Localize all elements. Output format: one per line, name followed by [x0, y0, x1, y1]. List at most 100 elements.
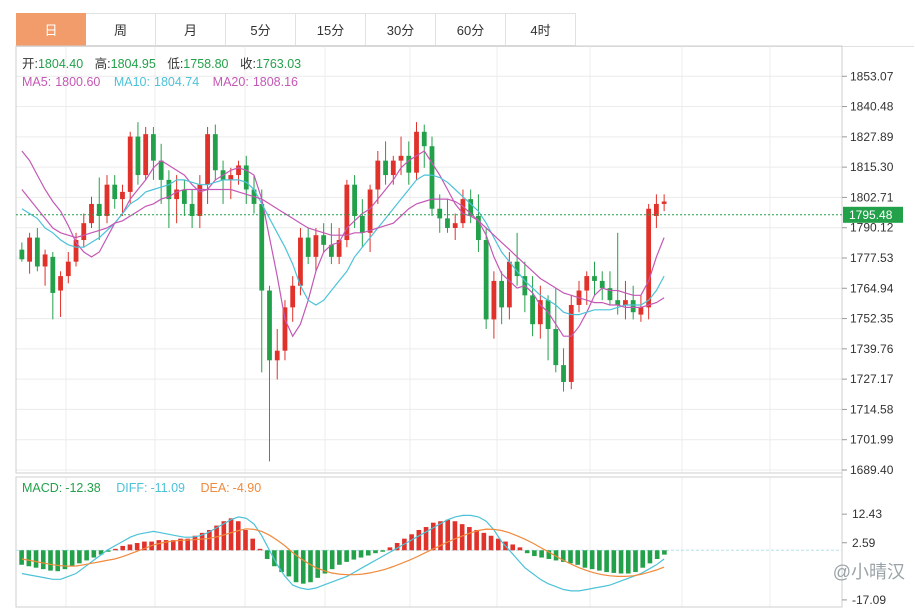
candle-body	[599, 280, 605, 289]
macd-bar	[207, 529, 212, 551]
macd-bar	[351, 550, 357, 560]
candle-body	[73, 240, 79, 262]
price-tick-label: 1727.17	[850, 372, 894, 386]
price-tick-label: 1790.12	[850, 221, 894, 235]
macd-bar	[322, 550, 328, 574]
candle-body	[476, 215, 481, 241]
macd-bar	[394, 543, 400, 551]
candle-body	[305, 237, 311, 257]
macd-bar	[228, 518, 234, 551]
macd-bar	[524, 550, 530, 554]
macd-bar	[517, 547, 523, 551]
macd-bar	[532, 550, 537, 557]
macd-bar	[243, 529, 248, 551]
macd-bar	[156, 540, 162, 551]
ma20-line	[21, 188, 665, 308]
macd-bar	[163, 540, 169, 551]
candle-body	[506, 261, 512, 308]
ohlc-info: 开:1804.40 高:1804.95 低:1758.80 收:1763.03	[22, 56, 301, 71]
candle-body	[499, 280, 505, 308]
price-tick-label: 1714.58	[850, 402, 894, 416]
macd-bar	[279, 550, 284, 573]
candle-body	[259, 203, 265, 291]
candle-body	[514, 261, 520, 277]
candle-body	[27, 237, 33, 262]
macd-bar	[84, 550, 89, 561]
price-tick-label: 1701.99	[850, 433, 894, 447]
candle-body	[584, 276, 590, 291]
macd-bar	[250, 538, 256, 551]
macd-bar	[33, 550, 39, 568]
macd-bar	[647, 550, 653, 564]
price-tick-label: 1689.40	[850, 463, 894, 477]
macd-bar	[474, 529, 479, 551]
macd-bar	[300, 550, 306, 584]
macd-bar	[48, 550, 53, 571]
candle-body	[390, 160, 396, 176]
candle-body	[375, 160, 381, 190]
candle-body	[352, 184, 358, 216]
tab-6[interactable]: 60分	[436, 13, 506, 46]
candle-body	[638, 307, 644, 315]
macd-tick-label: -17.09	[852, 593, 886, 607]
macd-bar	[430, 522, 436, 551]
macd-bar	[488, 535, 494, 551]
macd-bar	[257, 548, 263, 551]
price-tick-label: 1802.71	[850, 190, 894, 204]
candle-body	[212, 134, 218, 171]
candle-body	[290, 285, 296, 308]
period-tabs: 日周月 5分 15分 30分 60分 4时	[16, 13, 914, 47]
price-tick-label: 1815.30	[850, 160, 894, 174]
candle-body	[135, 136, 141, 176]
macd-bar	[120, 545, 126, 551]
candle-body	[19, 249, 25, 260]
macd-bar	[575, 550, 581, 565]
price-tick-label: 1853.07	[850, 69, 894, 83]
macd-bar	[662, 550, 667, 555]
price-tick-label: 1739.76	[850, 342, 894, 356]
tab-5[interactable]: 30分	[366, 13, 436, 46]
macd-bar	[387, 547, 393, 551]
candle-body	[383, 160, 388, 176]
tab-0[interactable]: 日	[16, 13, 86, 46]
macd-bar	[568, 550, 573, 564]
macd-bar	[373, 550, 378, 554]
candle-body	[189, 203, 195, 216]
macd-bar	[611, 550, 617, 573]
macd-bar	[445, 519, 451, 551]
candle-body	[166, 179, 172, 200]
macd-bar	[546, 550, 552, 559]
macd-bar	[315, 550, 321, 578]
candle-body	[127, 136, 133, 192]
candle-body	[174, 189, 180, 200]
tab-2[interactable]: 月	[156, 13, 226, 46]
macd-bar	[337, 550, 342, 565]
candle-body	[274, 350, 280, 361]
candle-body	[537, 300, 543, 325]
macd-bar	[170, 540, 176, 551]
macd-bar	[264, 550, 270, 559]
last-price-box	[843, 206, 903, 223]
candle-body	[58, 276, 63, 291]
tab-4[interactable]: 15分	[296, 13, 366, 46]
candle-body	[158, 160, 164, 180]
macd-bar	[329, 550, 335, 570]
macd-bar	[134, 543, 140, 551]
candle-body	[359, 215, 365, 233]
candle-body	[623, 300, 628, 305]
macd-bar	[344, 550, 349, 562]
macd-bar	[358, 550, 364, 558]
candle-body	[429, 146, 435, 209]
candle-body	[313, 235, 319, 257]
macd-bar	[553, 550, 559, 561]
macd-bar	[409, 534, 414, 551]
moving-average-lines	[21, 150, 665, 338]
macd-bar	[185, 538, 191, 551]
candle-body	[282, 307, 288, 351]
tab-7[interactable]: 4时	[506, 13, 576, 46]
candle-body	[328, 244, 334, 257]
macd-bar	[199, 532, 205, 551]
macd-bar	[192, 535, 198, 551]
macd-info: MACD: -12.38 DIFF: -11.09 DEA: -4.90	[22, 481, 261, 495]
